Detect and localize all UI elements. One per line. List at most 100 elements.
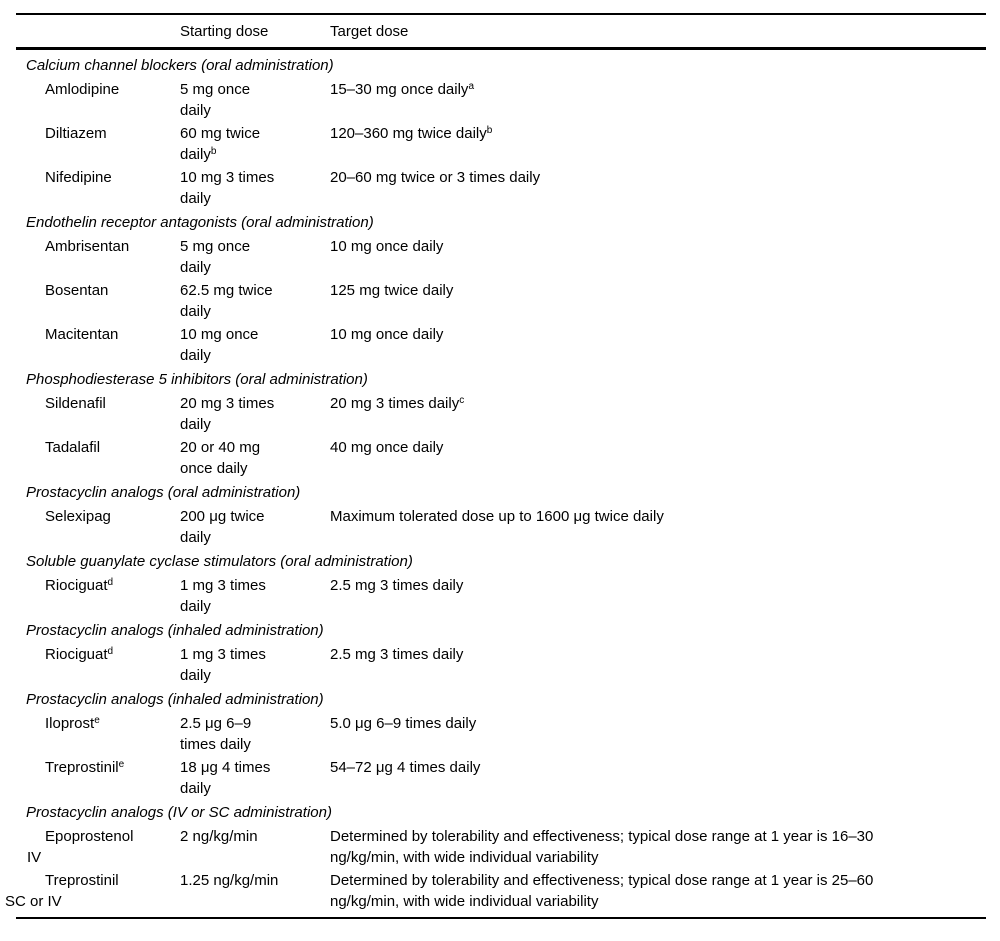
starting-dose-line: 10 mg once bbox=[180, 326, 259, 343]
target-dose-cell: Determined by tolerability and effective… bbox=[330, 826, 986, 868]
footnote-marker: c bbox=[459, 395, 465, 406]
target-dose-line: 10 mg once daily bbox=[330, 238, 444, 255]
footnote-marker: b bbox=[486, 125, 493, 136]
target-dose-line: 120–360 mg twice dailyb bbox=[330, 125, 493, 142]
target-dose-cell: 20–60 mg twice or 3 times daily bbox=[330, 167, 986, 209]
table-row: Iloproste 2.5 μg 6–9 times daily 5.0 μg 6–9… bbox=[16, 712, 986, 756]
target-dose-line: 15–30 mg once dailya bbox=[330, 81, 474, 98]
drug-name-line: Macitentan bbox=[45, 326, 119, 343]
drug-name-line: Selexipag bbox=[45, 508, 111, 525]
drug-name-cell: Treprostinile bbox=[16, 757, 180, 799]
starting-dose-line: dailyb bbox=[180, 146, 217, 163]
starting-dose-line: 60 mg twice bbox=[180, 125, 261, 142]
starting-dose-cell: 1 mg 3 times daily bbox=[180, 575, 330, 617]
target-dose-line: ng/kg/min, with wide individual variabil… bbox=[330, 893, 599, 910]
starting-dose-line: 1.25 ng/kg/min bbox=[180, 872, 279, 889]
target-dose-line: 10 mg once daily bbox=[330, 326, 444, 343]
starting-dose-cell: 5 mg once daily bbox=[180, 79, 330, 121]
starting-dose-cell: 1 mg 3 times daily bbox=[180, 644, 330, 686]
table-bottom-rule bbox=[16, 917, 986, 919]
drug-name-line: IV bbox=[27, 849, 42, 866]
starting-dose-cell: 60 mg twice dailyb bbox=[180, 123, 330, 165]
drug-name-cell: Iloproste bbox=[16, 713, 180, 755]
footnote-marker: e bbox=[94, 715, 100, 726]
table-row: Riociguatd 1 mg 3 times daily 2.5 mg 3 time… bbox=[16, 643, 986, 687]
target-dose-cell: 10 mg once daily bbox=[330, 324, 986, 366]
starting-dose-line: times daily bbox=[180, 736, 251, 753]
drug-name-line: Ambrisentan bbox=[45, 238, 130, 255]
starting-dose-cell: 5 mg once daily bbox=[180, 236, 330, 278]
starting-dose-cell: 2.5 μg 6–9 times daily bbox=[180, 713, 330, 755]
drug-name-line: Treprostinile bbox=[45, 759, 125, 776]
starting-dose-line: 10 mg 3 times bbox=[180, 169, 275, 186]
starting-dose-cell: 2 ng/kg/min bbox=[180, 826, 330, 868]
target-dose-cell: 10 mg once daily bbox=[330, 236, 986, 278]
footnote-marker: d bbox=[107, 646, 114, 657]
section-row: Endothelin receptor antagonists (oral ad… bbox=[26, 214, 374, 231]
section-row: Prostacyclin analogs (inhaled administra… bbox=[26, 691, 324, 708]
starting-dose-line: 200 μg twice bbox=[180, 508, 265, 525]
starting-dose-line: 20 mg 3 times bbox=[180, 395, 275, 412]
drug-name-cell: Riociguatd bbox=[16, 644, 180, 686]
target-dose-cell: 40 mg once daily bbox=[330, 437, 986, 479]
starting-dose-cell: 10 mg once daily bbox=[180, 324, 330, 366]
drug-name-line: Bosentan bbox=[45, 282, 109, 299]
drug-name-cell: Amlodipine bbox=[16, 79, 180, 121]
target-dose-cell: 5.0 μg 6–9 times daily bbox=[330, 713, 986, 755]
section-row: Prostacyclin analogs (IV or SC administr… bbox=[26, 804, 332, 821]
footnote-marker: e bbox=[118, 759, 125, 770]
table-row: Sildenafil 20 mg 3 times daily 20 mg 3 time… bbox=[16, 392, 986, 436]
target-dose-cell: 120–360 mg twice dailyb bbox=[330, 123, 986, 165]
section-row: Calcium channel blockers (oral administr… bbox=[26, 57, 334, 74]
starting-dose-cell: 20 or 40 mg once daily bbox=[180, 437, 330, 479]
starting-dose-line: 5 mg once bbox=[180, 238, 251, 255]
drug-name-line: Riociguatd bbox=[45, 646, 114, 663]
target-dose-line: 125 mg twice daily bbox=[330, 282, 454, 299]
drug-name-line: Iloproste bbox=[45, 715, 100, 732]
drug-name-line: Amlodipine bbox=[45, 81, 120, 98]
starting-dose-line: once daily bbox=[180, 460, 248, 477]
table-row: Diltiazem 60 mg twice dailyb 120–360 mg twi… bbox=[16, 122, 986, 166]
target-dose-line: 2.5 mg 3 times daily bbox=[330, 646, 464, 663]
table-row: Treprostinile 18 μg 4 times daily 54–72 μg … bbox=[16, 756, 986, 800]
target-dose-cell: 125 mg twice daily bbox=[330, 280, 986, 322]
drug-name-line: Riociguatd bbox=[45, 577, 114, 594]
table-body: Calcium channel blockers (oral administr… bbox=[5, 50, 986, 917]
table-row: Treprostinil SC or IV 1.25 ng/kg/min Determ… bbox=[5, 869, 986, 913]
starting-dose-line: 1 mg 3 times bbox=[180, 646, 266, 663]
starting-dose-cell: 62.5 mg twice daily bbox=[180, 280, 330, 322]
starting-dose-line: 1 mg 3 times bbox=[180, 577, 266, 594]
starting-dose-line: daily bbox=[180, 667, 211, 684]
table-row: Amlodipine 5 mg once daily 15–30 mg once da… bbox=[16, 78, 986, 122]
drug-name-cell: Selexipag bbox=[16, 506, 180, 548]
starting-dose-line: 2.5 μg 6–9 bbox=[180, 715, 252, 732]
target-dose-line: 20 mg 3 times dailyc bbox=[330, 395, 465, 412]
starting-dose-cell: 20 mg 3 times daily bbox=[180, 393, 330, 435]
starting-dose-line: daily bbox=[180, 303, 211, 320]
drug-name-line: Nifedipine bbox=[45, 169, 112, 186]
target-dose-line: 5.0 μg 6–9 times daily bbox=[330, 715, 477, 732]
table-row: Bosentan 62.5 mg twice daily 125 mg twice d… bbox=[16, 279, 986, 323]
starting-dose-line: daily bbox=[180, 190, 211, 207]
table-row: Selexipag 200 μg twice daily Maximum tolera… bbox=[16, 505, 986, 549]
target-dose-cell: 15–30 mg once dailya bbox=[330, 79, 986, 121]
drug-name-line: SC or IV bbox=[5, 893, 62, 910]
table-row: Epoprostenol IV 2 ng/kg/min Determined by t… bbox=[16, 825, 986, 869]
section-row: Phosphodiesterase 5 inhibitors (oral adm… bbox=[26, 371, 368, 388]
starting-dose-cell: 10 mg 3 times daily bbox=[180, 167, 330, 209]
starting-dose-cell: 200 μg twice daily bbox=[180, 506, 330, 548]
target-dose-cell: 54–72 μg 4 times daily bbox=[330, 757, 986, 799]
target-dose-cell: Determined by tolerability and effective… bbox=[330, 870, 986, 912]
footnote-marker: b bbox=[210, 146, 217, 157]
drug-name-line: Epoprostenol bbox=[45, 828, 134, 845]
starting-dose-line: daily bbox=[180, 529, 211, 546]
drug-name-cell: Nifedipine bbox=[16, 167, 180, 209]
target-dose-line: 2.5 mg 3 times daily bbox=[330, 577, 464, 594]
starting-dose-line: daily bbox=[180, 780, 211, 797]
footnote-marker: a bbox=[468, 81, 474, 92]
table-row: Tadalafil 20 or 40 mg once daily 40 mg once… bbox=[16, 436, 986, 480]
target-dose-line: 40 mg once daily bbox=[330, 439, 444, 456]
table-row: Macitentan 10 mg once daily 10 mg once dail… bbox=[16, 323, 986, 367]
target-dose-cell: 20 mg 3 times dailyc bbox=[330, 393, 986, 435]
starting-dose-line: daily bbox=[180, 416, 211, 433]
